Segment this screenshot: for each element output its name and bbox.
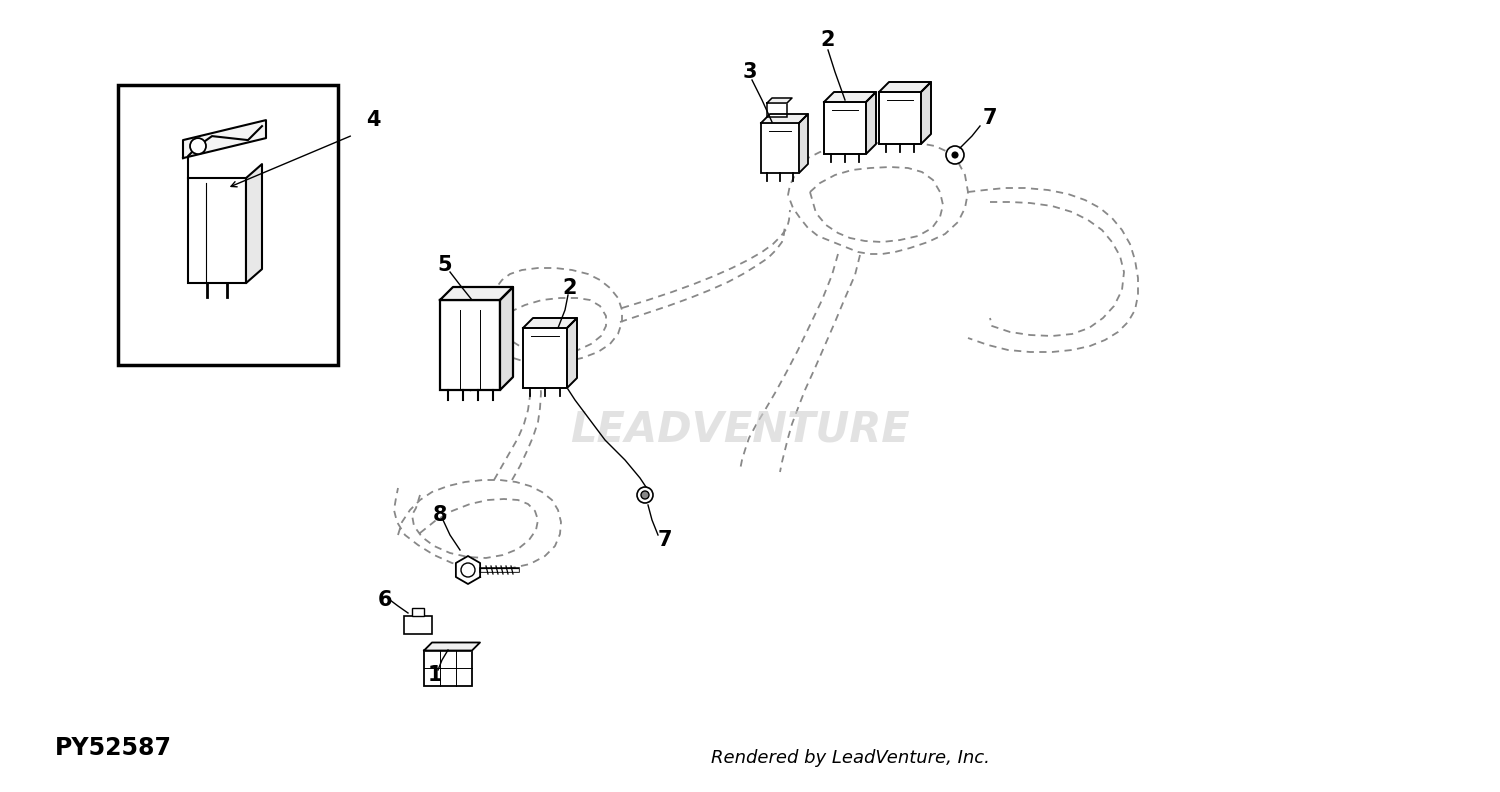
Polygon shape [824, 92, 876, 102]
Bar [766, 103, 788, 117]
Text: 1: 1 [427, 665, 442, 685]
Polygon shape [500, 287, 513, 390]
Polygon shape [766, 98, 792, 103]
Text: 7: 7 [982, 108, 998, 128]
Bar [760, 123, 800, 173]
Text: 8: 8 [432, 505, 447, 525]
Text: 6: 6 [378, 590, 393, 610]
Polygon shape [865, 92, 876, 154]
Text: 4: 4 [366, 110, 381, 130]
Text: 2: 2 [562, 278, 578, 298]
Circle shape [460, 563, 476, 577]
Text: 7: 7 [657, 530, 672, 550]
Circle shape [640, 491, 650, 499]
Text: Rendered by LeadVenture, Inc.: Rendered by LeadVenture, Inc. [711, 749, 990, 767]
Bar [118, 85, 338, 365]
Circle shape [638, 487, 652, 503]
Text: 2: 2 [821, 30, 836, 50]
Polygon shape [800, 114, 808, 173]
Circle shape [946, 146, 964, 164]
Text: 3: 3 [742, 62, 758, 82]
Bar [524, 328, 567, 388]
Polygon shape [921, 82, 932, 144]
Polygon shape [456, 556, 480, 584]
Polygon shape [567, 318, 578, 388]
Polygon shape [424, 642, 480, 650]
Bar [424, 650, 472, 686]
Text: PY52587: PY52587 [56, 736, 172, 760]
Text: LEADVENTURE: LEADVENTURE [570, 409, 910, 451]
Polygon shape [183, 120, 266, 158]
Bar [413, 608, 424, 616]
Bar [824, 102, 866, 154]
Polygon shape [524, 318, 578, 328]
Polygon shape [246, 164, 262, 283]
Bar [404, 616, 432, 634]
Circle shape [952, 152, 958, 158]
Bar [879, 92, 921, 144]
Bar [188, 178, 246, 283]
Polygon shape [879, 82, 932, 92]
Text: 5: 5 [438, 255, 453, 275]
Polygon shape [440, 287, 513, 300]
Bar [440, 300, 500, 390]
Circle shape [190, 138, 206, 154]
Polygon shape [760, 114, 808, 123]
